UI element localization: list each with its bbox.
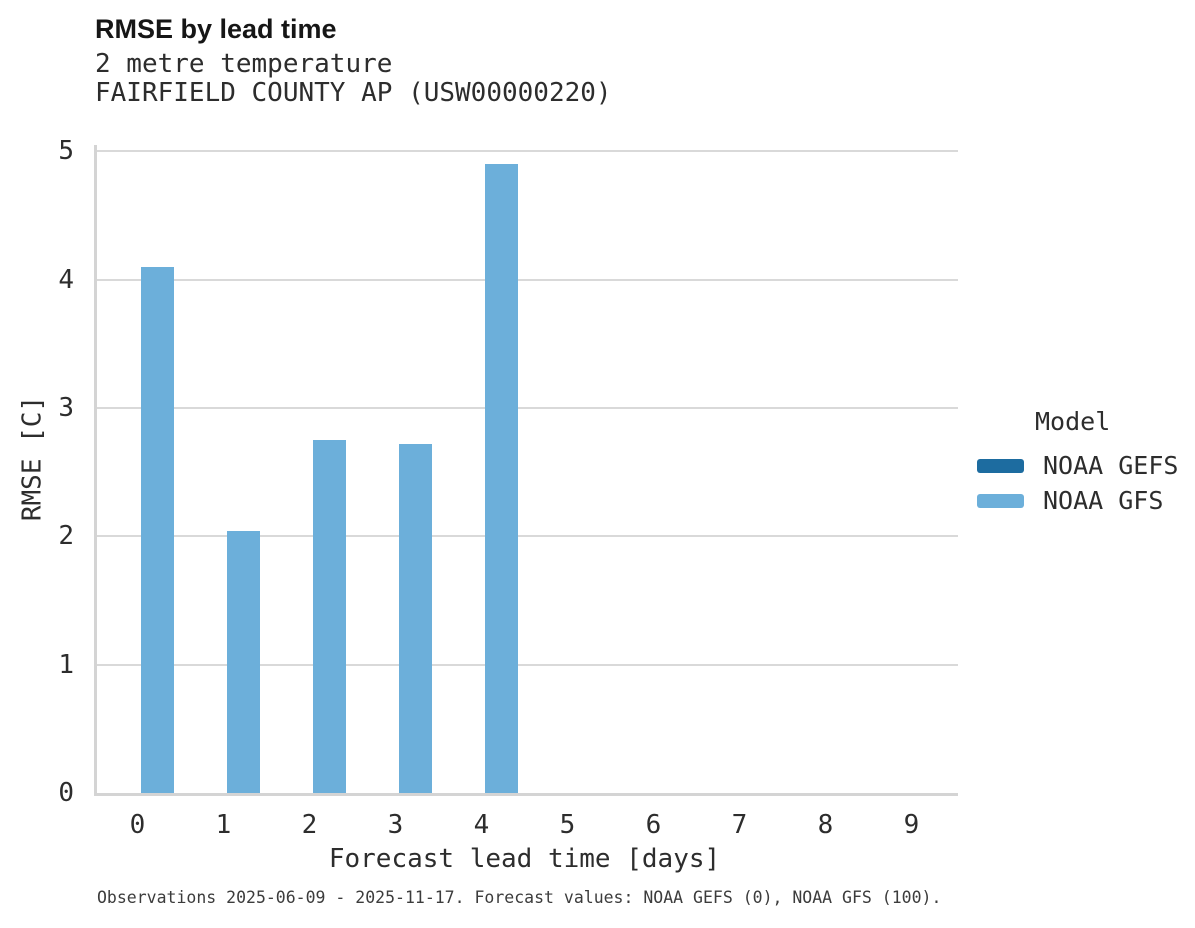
legend-item-noaa-gfs[interactable]: NOAA GFS [977,483,1195,518]
x-tick-label-1: 1 [215,810,232,840]
gridline-y-4 [97,278,958,281]
x-tick-label-2: 2 [301,810,318,840]
legend-swatch-noaa-gefs [977,458,1024,473]
gridline-y-1 [97,663,958,666]
legend-item-noaa-gefs[interactable]: NOAA GEFS [977,448,1195,483]
gridline-y-2 [97,535,958,538]
x-tick-label-4: 4 [473,810,490,840]
chart-subtitle-line-1: 2 metre temperature [95,49,393,79]
y-tick-label-4: 4 [58,264,74,295]
plot-area [94,145,958,796]
legend-items: NOAA GEFS NOAA GFS [977,448,1195,518]
y-tick-label-3: 3 [58,393,74,424]
x-tick-label-8: 8 [817,810,834,840]
y-axis-title: RMSE [C] [17,395,48,522]
legend-item-label: NOAA GFS [1043,486,1164,515]
legend-swatch-noaa-gfs [977,493,1024,508]
x-tick-label-7: 7 [731,810,748,840]
legend: Model NOAA GEFS NOAA GFS [977,407,1195,518]
x-axis-title: Forecast lead time [days] [328,844,721,874]
bar-noaa-gfs-1[interactable] [226,531,260,793]
y-tick-label-2: 2 [58,521,74,552]
x-tick-label-3: 3 [387,810,404,840]
y-tick-label-0: 0 [58,778,74,808]
chart-subtitle-line-2: FAIRFIELD COUNTY AP (USW00000220) [95,78,612,108]
bar-noaa-gfs-2[interactable] [312,440,346,793]
bar-noaa-gfs-4[interactable] [484,164,518,793]
y-tick-label-5: 5 [58,136,74,167]
legend-title: Model [1035,407,1111,436]
x-tick-label-5: 5 [559,810,576,840]
bar-noaa-gfs-0[interactable] [140,266,174,793]
chart-title: RMSE by lead time [95,14,337,44]
bar-noaa-gfs-3[interactable] [398,443,432,793]
x-tick-label-6: 6 [645,810,662,840]
gridline-y-3 [97,407,958,410]
gridline-y-5 [97,150,958,153]
x-tick-label-9: 9 [903,810,920,840]
caption: Observations 2025-06-09 - 2025-11-17. Fo… [97,888,942,907]
legend-item-label: NOAA GEFS [1043,451,1179,480]
x-tick-label-0: 0 [129,810,146,840]
y-tick-label-1: 1 [58,649,74,680]
